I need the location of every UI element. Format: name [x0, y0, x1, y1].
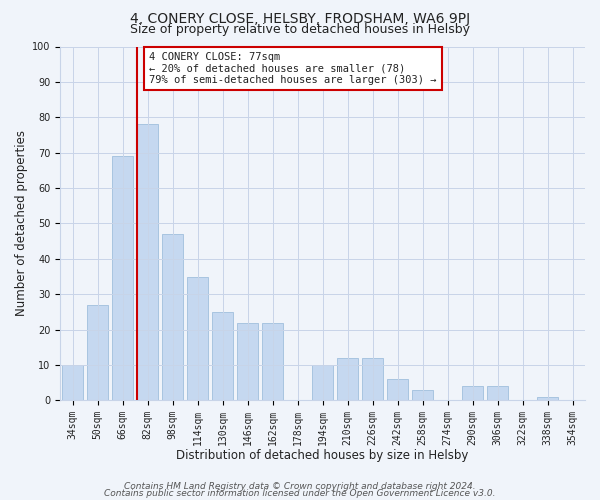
Bar [87, 305, 109, 400]
Text: Contains HM Land Registry data © Crown copyright and database right 2024.: Contains HM Land Registry data © Crown c… [124, 482, 476, 491]
Bar [162, 234, 184, 400]
Text: Contains public sector information licensed under the Open Government Licence v3: Contains public sector information licen… [104, 488, 496, 498]
Bar [537, 397, 558, 400]
X-axis label: Distribution of detached houses by size in Helsby: Distribution of detached houses by size … [176, 450, 469, 462]
Text: 4, CONERY CLOSE, HELSBY, FRODSHAM, WA6 9PJ: 4, CONERY CLOSE, HELSBY, FRODSHAM, WA6 9… [130, 12, 470, 26]
Bar [337, 358, 358, 401]
Bar [387, 379, 408, 400]
Y-axis label: Number of detached properties: Number of detached properties [15, 130, 28, 316]
Bar [462, 386, 483, 400]
Text: 4 CONERY CLOSE: 77sqm
← 20% of detached houses are smaller (78)
79% of semi-deta: 4 CONERY CLOSE: 77sqm ← 20% of detached … [149, 52, 437, 85]
Bar [237, 322, 258, 400]
Bar [262, 322, 283, 400]
Bar [312, 365, 333, 400]
Text: Size of property relative to detached houses in Helsby: Size of property relative to detached ho… [130, 22, 470, 36]
Bar [187, 276, 208, 400]
Bar [412, 390, 433, 400]
Bar [487, 386, 508, 400]
Bar [137, 124, 158, 400]
Bar [62, 365, 83, 400]
Bar [112, 156, 133, 400]
Bar [212, 312, 233, 400]
Bar [362, 358, 383, 401]
